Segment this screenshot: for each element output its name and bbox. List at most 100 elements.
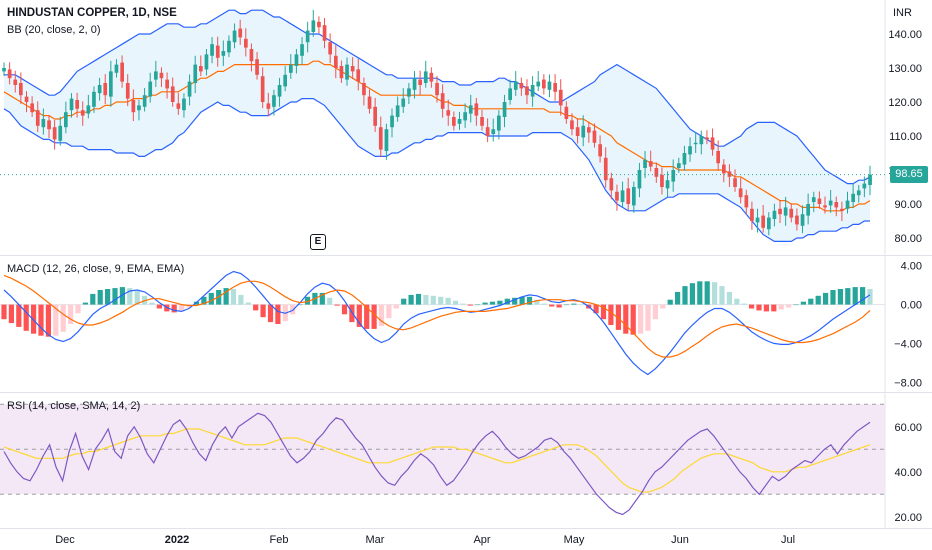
candle xyxy=(598,144,602,157)
macd-histogram-bar xyxy=(105,289,111,305)
candle xyxy=(176,103,181,109)
candle xyxy=(339,66,344,79)
rsi-tick-label: 60.00 xyxy=(894,422,922,434)
macd-histogram-bar xyxy=(549,304,555,307)
candle xyxy=(575,127,580,136)
candle xyxy=(148,81,153,97)
candle xyxy=(69,98,74,111)
time-tick-label: 2022 xyxy=(165,534,189,546)
candle xyxy=(508,88,512,100)
macd-histogram-bar xyxy=(356,304,362,327)
macd-histogram-bar xyxy=(837,289,843,305)
macd-histogram-bar xyxy=(519,296,525,305)
time-tick-label: Apr xyxy=(473,534,490,546)
candle xyxy=(429,72,434,82)
candle xyxy=(367,96,372,109)
symbol-title[interactable]: HINDUSTAN COPPER, 1D, NSE xyxy=(7,7,177,19)
macd-histogram-bar xyxy=(623,304,629,334)
candle xyxy=(384,129,389,151)
candle xyxy=(294,54,299,66)
macd-histogram-bar xyxy=(171,304,177,313)
candle xyxy=(137,105,141,111)
macd-histogram-bar xyxy=(23,304,29,331)
macd-histogram-bar xyxy=(401,298,407,305)
candle xyxy=(789,208,794,218)
candle xyxy=(418,79,422,85)
candle xyxy=(806,204,810,216)
time-tick-label: Dec xyxy=(55,534,75,546)
candle xyxy=(109,71,113,97)
macd-histogram-bar xyxy=(660,304,666,309)
candle xyxy=(660,174,664,187)
macd-histogram-bar xyxy=(53,304,59,336)
rsi-legend[interactable]: RSI (14, close, SMA, 14, 2) xyxy=(7,400,141,412)
macd-histogram-bar xyxy=(556,304,562,308)
candle xyxy=(305,30,310,43)
macd-histogram-bar xyxy=(504,298,510,305)
candle xyxy=(390,115,394,128)
candle xyxy=(626,188,631,204)
macd-histogram-bar xyxy=(675,291,681,305)
macd-histogram-bar xyxy=(756,304,762,311)
candle xyxy=(553,83,557,92)
time-tick-label: Jul xyxy=(781,534,795,546)
macd-histogram-bar xyxy=(645,304,651,331)
candle xyxy=(823,205,827,208)
time-tick-label: Mar xyxy=(366,534,385,546)
candle xyxy=(536,81,541,87)
candle xyxy=(165,79,169,89)
macd-histogram-bar xyxy=(327,297,333,305)
macd-histogram-bar xyxy=(726,291,732,305)
bb-lower-line xyxy=(3,97,870,242)
price-tick-label: 130.00 xyxy=(888,63,922,75)
macd-histogram-bar xyxy=(771,304,777,312)
candle xyxy=(738,188,743,198)
candle xyxy=(811,197,816,202)
macd-histogram-bar xyxy=(90,293,96,305)
macd-histogram-bar xyxy=(82,302,88,305)
macd-legend[interactable]: MACD (12, 26, close, 9, EMA, EMA) xyxy=(7,263,185,275)
candle xyxy=(637,170,642,189)
candle xyxy=(502,102,507,117)
macd-line xyxy=(3,270,871,376)
macd-histogram-bar xyxy=(808,298,814,305)
candle xyxy=(334,55,338,68)
candle xyxy=(710,137,715,150)
macd-histogram-bar xyxy=(571,303,577,305)
macd-histogram-bar xyxy=(149,302,155,305)
price-tick-label: 110.00 xyxy=(889,131,922,143)
macd-histogram-bar xyxy=(667,299,673,305)
time-tick-label: May xyxy=(564,534,585,546)
candle xyxy=(210,44,214,56)
rsi-tick-label: 20.00 xyxy=(894,512,922,524)
macd-histogram-bar xyxy=(201,296,207,305)
candle xyxy=(643,159,647,168)
candle xyxy=(238,28,243,38)
candle xyxy=(249,49,254,62)
candle xyxy=(693,142,698,145)
macd-histogram-bar xyxy=(253,304,259,311)
candle xyxy=(435,83,439,96)
candle xyxy=(834,202,839,208)
candle xyxy=(283,74,287,87)
candle xyxy=(125,83,130,99)
candle xyxy=(525,86,529,96)
candle xyxy=(350,66,355,72)
candle xyxy=(187,81,192,97)
candle xyxy=(378,127,383,150)
candle xyxy=(688,146,692,155)
macd-histogram-bar xyxy=(741,303,747,305)
bb-legend[interactable]: BB (20, close, 2, 0) xyxy=(7,24,101,36)
macd-histogram-bar xyxy=(778,304,784,310)
macd-histogram-bar xyxy=(689,283,695,305)
macd-histogram-bar xyxy=(297,304,303,306)
macd-histogram-bar xyxy=(712,282,718,305)
candle xyxy=(47,120,51,130)
candle xyxy=(362,83,366,96)
macd-histogram-bar xyxy=(290,304,296,315)
candle xyxy=(795,215,799,225)
macd-histogram-bar xyxy=(682,286,688,305)
candle xyxy=(862,183,867,189)
earnings-event-badge[interactable]: E xyxy=(310,234,326,250)
macd-histogram-bar xyxy=(31,304,37,334)
